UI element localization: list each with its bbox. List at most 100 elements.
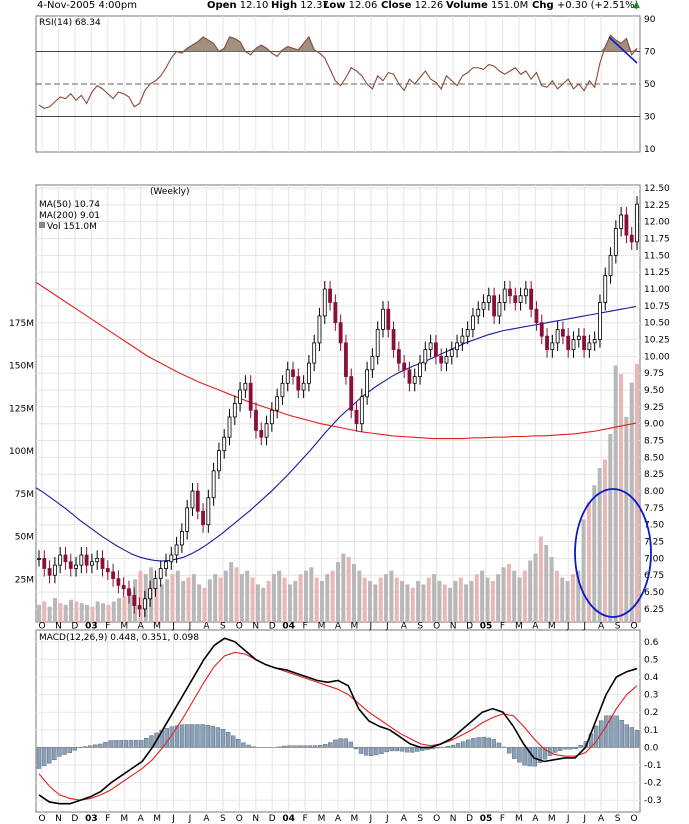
x-tick-label: J (188, 622, 192, 632)
candle-body (465, 329, 470, 337)
quote-header: 4-Nov-2005 4:00pm Open 12.10 High 12.37 … (0, 0, 689, 13)
volume-bar (122, 596, 127, 622)
macd-histogram-bar (409, 747, 415, 753)
candle-body (312, 342, 317, 364)
price-tick-label: 6.75 (644, 571, 664, 581)
x-tick-label: D (269, 814, 276, 824)
candle-body (407, 369, 412, 384)
volume-bar (634, 363, 640, 622)
x-tick-label: J (566, 814, 570, 824)
macd-tick-label: 0.0 (644, 743, 659, 753)
volume-bar (90, 606, 95, 622)
candle-body (365, 369, 370, 398)
price-tick-label: 10.00 (644, 352, 670, 362)
candle-body (523, 288, 528, 297)
candle-body (545, 335, 549, 351)
volume-bar (85, 604, 90, 622)
candle-body (502, 288, 507, 303)
x-tick-label: M (318, 622, 326, 632)
candle-body (608, 254, 613, 276)
price-tick-label: 10.50 (644, 319, 670, 329)
volume-bar (501, 567, 506, 622)
volume-bar (36, 604, 42, 622)
volume-bar (384, 574, 389, 622)
candle-body (201, 510, 205, 526)
quote-change: Chg +0.30 (+2.51%) (532, 0, 639, 11)
x-tick-label: A (335, 622, 342, 632)
price-title: (Weekly) (150, 187, 190, 197)
candle-body (52, 564, 57, 576)
x-tick-label: O (630, 622, 637, 632)
volume-bar (378, 577, 383, 622)
volume-bar (127, 591, 132, 622)
macd-histogram-bar (98, 743, 103, 748)
volume-bar (309, 567, 314, 622)
volume-bar (63, 604, 68, 622)
candle-body (121, 584, 126, 590)
quote-high: High 12.37 (271, 0, 329, 11)
macd-histogram-bar (231, 735, 236, 748)
candle-body (486, 295, 491, 303)
candle-body (375, 329, 380, 357)
macd-histogram-bar (384, 747, 389, 753)
volume-bar (597, 468, 602, 622)
x-tick-label: M (515, 622, 523, 632)
candle-body (508, 288, 512, 297)
volume-bar (330, 570, 335, 622)
candle-body (164, 561, 168, 569)
rsi-tick-label: 50 (644, 80, 656, 90)
candle-body (582, 335, 586, 351)
macd-histogram-bar (486, 737, 491, 748)
candle-body (571, 339, 576, 351)
x-tick-label: A (598, 814, 605, 824)
volume-bar (207, 579, 212, 622)
volume-bar (271, 574, 276, 622)
macd-histogram-bar (343, 738, 348, 748)
macd-histogram-bar (67, 747, 72, 753)
candle-body (296, 376, 301, 391)
x-tick-label: M (548, 814, 556, 824)
macd-tick-label: -0.3 (644, 796, 662, 806)
volume-bar (554, 570, 559, 622)
volume-bar (319, 580, 324, 622)
volume-bar (394, 577, 399, 622)
volume-bar (608, 433, 613, 622)
price-tick-label: 10.25 (644, 336, 670, 346)
volume-bar (490, 580, 495, 622)
volume-bar (74, 601, 79, 622)
macd-histogram-bar (517, 747, 522, 763)
candle-body (534, 308, 539, 324)
candle-body (132, 595, 137, 606)
volume-bar (111, 601, 116, 622)
macd-histogram-bar (476, 737, 481, 748)
x-tick-label: D (71, 814, 78, 824)
macd-tick-label: 0.4 (644, 673, 659, 683)
macd-histogram-bar (113, 740, 118, 748)
macd-histogram-bar (215, 727, 221, 748)
candle-body (248, 382, 253, 411)
x-tick-label: M (120, 622, 128, 632)
volume-bar (202, 587, 207, 622)
x-tick-label: N (450, 814, 457, 824)
volume-bar (581, 519, 586, 622)
x-tick-label: O (236, 814, 243, 824)
x-tick-label: 04 (282, 622, 295, 632)
candle-body (587, 342, 592, 351)
volume-bar (362, 577, 367, 622)
candle-body (306, 362, 311, 384)
candle-body (391, 329, 396, 351)
x-tick-label: M (153, 814, 161, 824)
volume-bar (629, 382, 634, 622)
price-tick-label: 8.00 (644, 487, 664, 497)
macd-histogram-bar (200, 724, 205, 748)
candle-body (439, 355, 444, 364)
candle-body (354, 409, 359, 425)
rsi-tick-label: 10 (644, 145, 656, 155)
x-tick-label: O (433, 622, 440, 632)
price-tick-label: 12.50 (644, 184, 670, 194)
volume-bar (69, 599, 74, 622)
quote-low: Low 12.06 (323, 0, 378, 11)
candle-body (317, 315, 322, 344)
volume-bar (95, 601, 100, 622)
candle-body (95, 557, 100, 563)
